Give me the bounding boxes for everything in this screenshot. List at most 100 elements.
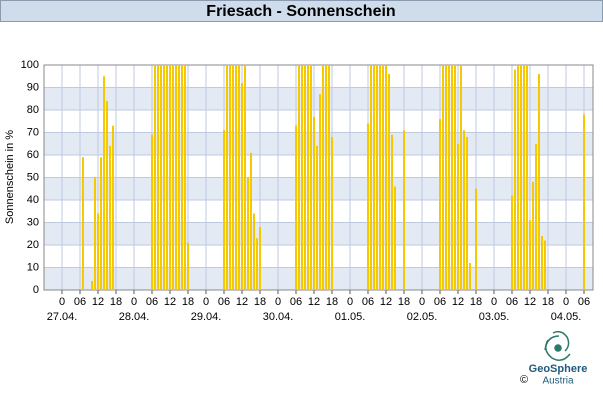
bar <box>451 65 453 290</box>
x-day-label: 29.04. <box>191 311 222 323</box>
bar <box>169 65 171 290</box>
bar <box>535 143 537 290</box>
x-tick-label: 12 <box>452 296 464 308</box>
bar <box>157 65 159 290</box>
y-tick-label: 10 <box>27 261 39 273</box>
bar <box>181 65 183 290</box>
bar <box>232 65 234 290</box>
bar <box>304 65 306 290</box>
x-tick-label: 12 <box>308 296 320 308</box>
y-tick-label: 40 <box>27 194 39 206</box>
bar <box>526 65 528 290</box>
x-tick-label: 12 <box>380 296 392 308</box>
bar <box>376 65 378 290</box>
x-tick-label: 12 <box>524 296 536 308</box>
bar <box>442 65 444 290</box>
y-tick-label: 60 <box>27 149 39 161</box>
bar <box>373 65 375 290</box>
bar <box>541 236 543 290</box>
bar <box>583 114 585 290</box>
bar <box>460 65 462 290</box>
x-tick-label: 0 <box>419 296 425 308</box>
bar <box>175 65 177 290</box>
plot-stripe <box>44 132 593 155</box>
bar <box>310 65 312 290</box>
bar <box>247 177 249 290</box>
bar <box>322 65 324 290</box>
plot-stripe <box>44 87 593 110</box>
x-tick-label: 06 <box>74 296 86 308</box>
bar <box>382 65 384 290</box>
x-tick-label: 18 <box>470 296 482 308</box>
bar <box>172 65 174 290</box>
logo-name: GeoSphere <box>529 363 588 375</box>
x-tick-label: 0 <box>59 296 65 308</box>
bar <box>301 65 303 290</box>
logo-sub: Austria <box>542 376 574 387</box>
x-tick-label: 06 <box>146 296 158 308</box>
plot-stripe <box>44 177 593 200</box>
plot-stripe <box>44 155 593 178</box>
bar <box>511 195 513 290</box>
bar <box>151 134 153 290</box>
bar <box>529 220 531 290</box>
y-axis-label: Sonnenschein in % <box>4 130 16 224</box>
bar <box>532 182 534 290</box>
bar <box>463 130 465 290</box>
bar <box>391 134 393 290</box>
bar <box>316 146 318 290</box>
x-day-label: 28.04. <box>119 311 150 323</box>
y-tick-label: 30 <box>27 216 39 228</box>
bar <box>370 65 372 290</box>
bar <box>388 74 390 290</box>
x-tick-label: 18 <box>110 296 122 308</box>
x-day-label: 02.05. <box>407 311 438 323</box>
bar <box>403 130 405 290</box>
bar <box>238 65 240 290</box>
bar <box>163 65 165 290</box>
bar <box>520 65 522 290</box>
bar <box>154 65 156 290</box>
plot-stripe <box>44 110 593 133</box>
bar <box>385 65 387 290</box>
bar <box>466 137 468 290</box>
x-tick-label: 06 <box>218 296 230 308</box>
bar <box>253 213 255 290</box>
bar <box>160 65 162 290</box>
x-tick-label: 0 <box>563 296 569 308</box>
bar <box>229 65 231 290</box>
x-tick-label: 0 <box>347 296 353 308</box>
copyright: © <box>520 374 528 386</box>
x-day-label: 04.05. <box>551 311 582 323</box>
x-day-label: 01.05. <box>335 311 366 323</box>
x-tick-label: 18 <box>254 296 266 308</box>
bar <box>250 152 252 290</box>
x-tick-label: 06 <box>578 296 590 308</box>
chart-title: Friesach - Sonnenschein <box>206 3 395 20</box>
x-tick-label: 06 <box>434 296 446 308</box>
bar <box>313 116 315 290</box>
bar <box>394 186 396 290</box>
y-tick-label: 20 <box>27 239 39 251</box>
y-tick-label: 100 <box>21 59 39 71</box>
bar <box>226 65 228 290</box>
bar <box>523 65 525 290</box>
bar <box>331 137 333 290</box>
y-tick-label: 80 <box>27 104 39 116</box>
y-tick-label: 50 <box>27 171 39 183</box>
x-tick-label: 06 <box>506 296 518 308</box>
x-day-label: 30.04. <box>263 311 294 323</box>
bar <box>448 65 450 290</box>
x-tick-label: 12 <box>236 296 248 308</box>
plot-stripe <box>44 245 593 268</box>
plot-border <box>43 64 594 291</box>
plot-stripe <box>44 222 593 245</box>
x-tick-label: 18 <box>542 296 554 308</box>
bar <box>82 157 84 290</box>
bar <box>457 143 459 290</box>
bar <box>244 65 246 290</box>
bar <box>109 146 111 290</box>
bar <box>256 238 258 290</box>
x-day-label: 27.04. <box>47 311 78 323</box>
